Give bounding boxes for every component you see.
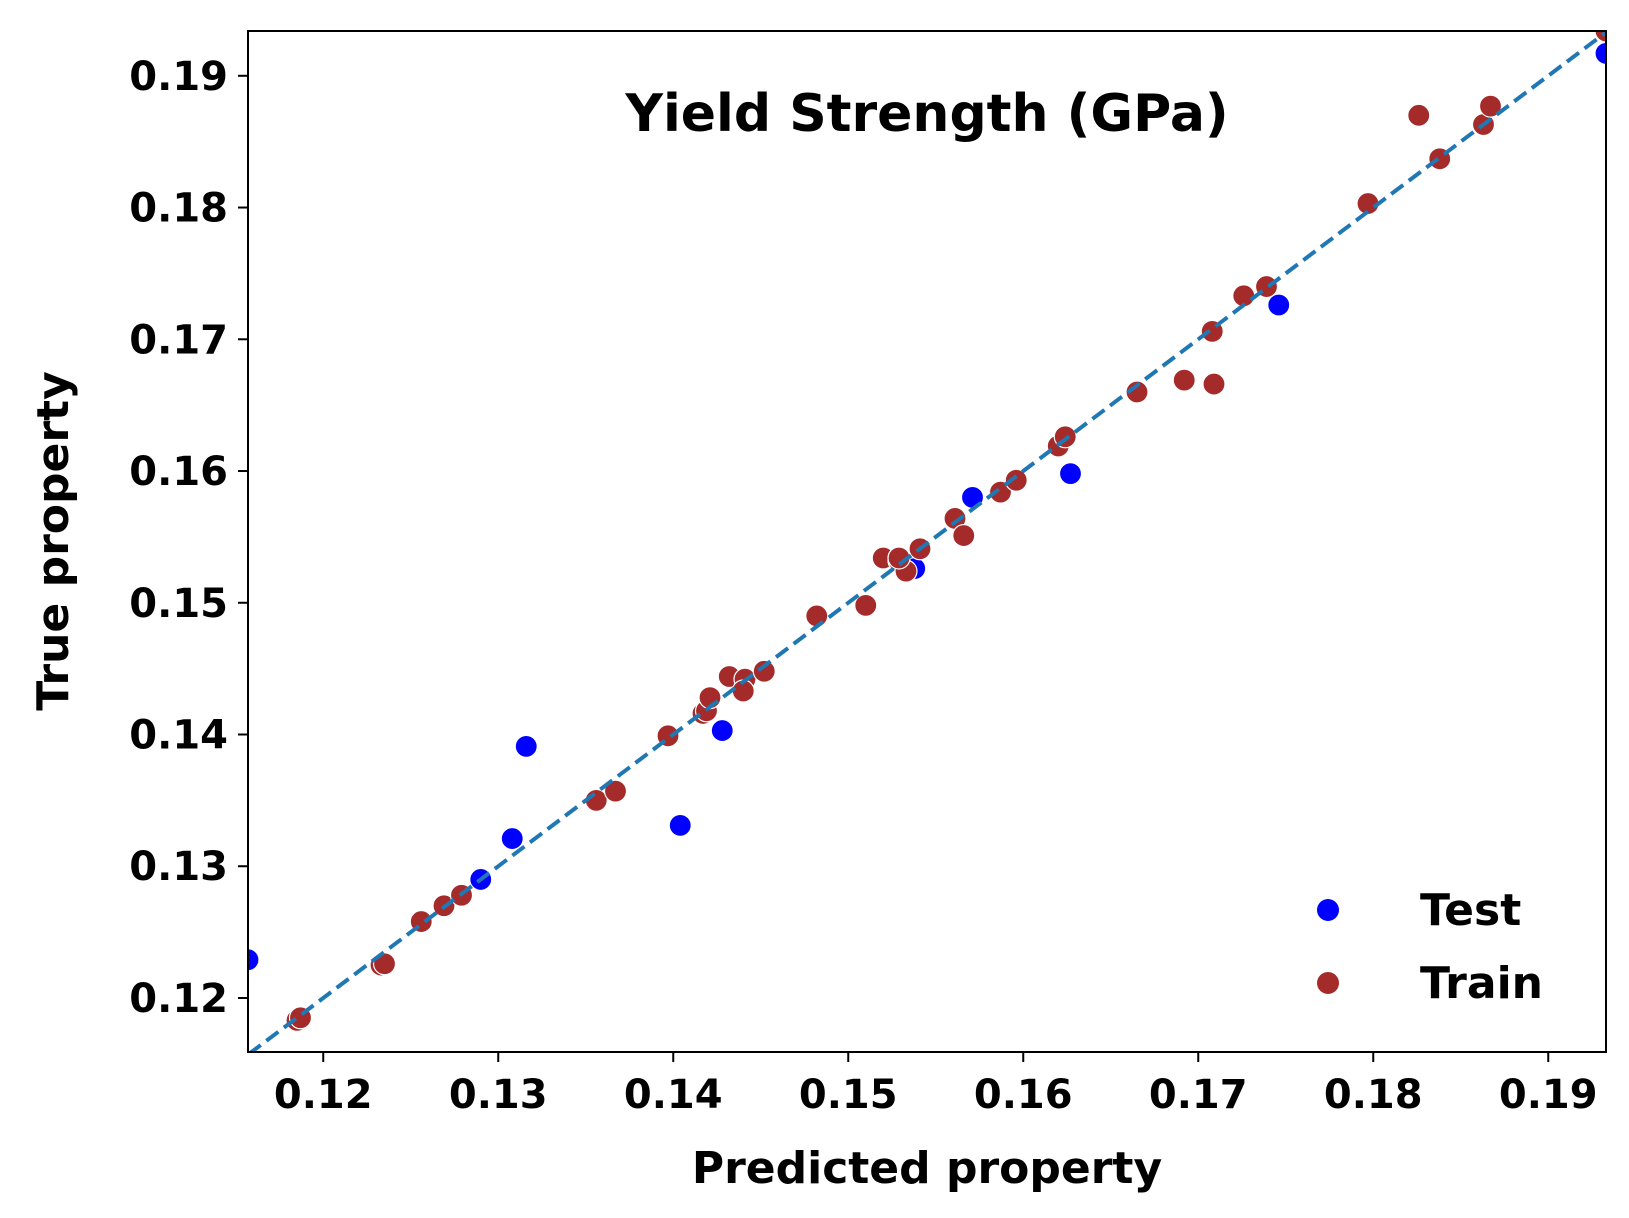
x-tick-label-7: 0.19: [1499, 1072, 1598, 1118]
x-axis-ticks: 0.12 0.13 0.14 0.15 0.16 0.17 0.18 0.19: [274, 1052, 1598, 1118]
legend-marker-train: [1317, 972, 1339, 994]
x-tick-label-1: 0.13: [449, 1072, 548, 1118]
data-point-train-26: [988, 480, 1013, 504]
data-point-train-31: [1172, 368, 1196, 392]
y-tick-label-1: 0.13: [129, 844, 228, 890]
x-tick-label-4: 0.16: [974, 1072, 1073, 1118]
legend-marker-test: [1317, 899, 1339, 921]
legend-label-train: Train: [1420, 958, 1543, 1009]
data-point-train-37: [1407, 103, 1431, 127]
data-point-test-0: [248, 948, 260, 972]
data-point-test-9: [1267, 293, 1291, 317]
data-point-train-17: [805, 604, 829, 628]
data-point-test-4: [668, 813, 692, 838]
x-tick-label-5: 0.17: [1149, 1072, 1248, 1118]
x-tick-label-0: 0.12: [274, 1072, 373, 1118]
y-tick-label-2: 0.14: [129, 713, 228, 759]
x-tick-label-6: 0.18: [1324, 1072, 1423, 1118]
data-point-test-5: [710, 718, 734, 743]
data-point-train-30: [1125, 380, 1149, 404]
x-tick-label-3: 0.15: [799, 1072, 898, 1118]
data-point-train-16: [752, 659, 776, 683]
legend-label-test: Test: [1420, 885, 1521, 936]
data-point-test-2: [500, 826, 524, 851]
data-point-train-40: [1478, 94, 1503, 118]
x-axis-label: Predicted property: [692, 1143, 1162, 1194]
legend: Test Train: [1317, 885, 1543, 1009]
data-point-test-3: [514, 734, 538, 758]
data-point-train-25: [952, 523, 976, 548]
y-tick-label-5: 0.17: [129, 317, 228, 363]
data-point-train-8: [603, 779, 628, 803]
y-tick-label-6: 0.18: [129, 186, 228, 232]
y-tick-label-0: 0.12: [129, 976, 228, 1022]
y-axis-ticks: 0.12 0.13 0.14 0.15 0.16 0.17 0.18 0.19: [129, 54, 248, 1022]
reference-diagonal-line: [248, 31, 1606, 1052]
data-point-train-18: [854, 593, 878, 617]
data-point-train-27: [1004, 468, 1028, 492]
data-point-test-10: [1594, 41, 1606, 65]
plot-area: [248, 31, 1606, 1052]
y-tick-label-7: 0.19: [129, 54, 228, 100]
data-point-train-33: [1202, 372, 1226, 396]
x-tick-label-2: 0.14: [624, 1072, 723, 1118]
y-tick-label-4: 0.16: [129, 449, 228, 495]
data-point-test-8: [1058, 462, 1083, 486]
y-axis-label: True property: [28, 371, 79, 711]
chart-title: Yield Strength (GPa): [624, 84, 1228, 144]
axes-frame: [247, 30, 1607, 1053]
y-tick-label-3: 0.15: [129, 581, 228, 627]
